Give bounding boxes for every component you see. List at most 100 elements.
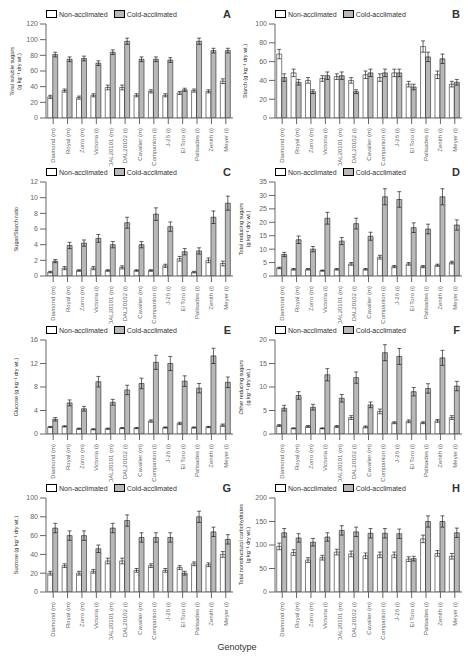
svg-text:Victoria (i): Victoria (i) bbox=[322, 286, 328, 313]
svg-text:J-26 (i): J-26 (i) bbox=[165, 286, 171, 305]
svg-text:100: 100 bbox=[26, 494, 38, 501]
svg-text:Cavalier (m): Cavalier (m) bbox=[137, 444, 143, 477]
svg-text:Royal (m): Royal (m) bbox=[65, 128, 71, 154]
svg-text:El Toro (i): El Toro (i) bbox=[409, 602, 415, 628]
svg-text:J-26 (i): J-26 (i) bbox=[394, 444, 400, 463]
svg-text:DAL20101 (m): DAL20101 (m) bbox=[337, 286, 343, 324]
svg-text:Victoria (i): Victoria (i) bbox=[322, 602, 328, 629]
svg-text:15: 15 bbox=[259, 360, 267, 367]
svg-text:35: 35 bbox=[259, 178, 267, 185]
svg-text:Palisades (i): Palisades (i) bbox=[423, 128, 429, 161]
svg-text:Zorro (m): Zorro (m) bbox=[79, 602, 85, 627]
svg-text:120: 120 bbox=[26, 20, 38, 27]
svg-text:80: 80 bbox=[259, 39, 267, 46]
svg-text:4: 4 bbox=[34, 407, 38, 414]
svg-text:Companion (i): Companion (i) bbox=[380, 444, 386, 482]
svg-text:0: 0 bbox=[263, 114, 267, 121]
svg-text:40: 40 bbox=[259, 77, 267, 84]
svg-text:DAL20101 (m): DAL20101 (m) bbox=[108, 286, 114, 324]
svg-text:Meyer (i): Meyer (i) bbox=[223, 602, 229, 626]
svg-text:0: 0 bbox=[34, 588, 38, 595]
svg-text:El Toro (i): El Toro (i) bbox=[180, 602, 186, 628]
svg-text:Zenith (i): Zenith (i) bbox=[437, 128, 443, 152]
svg-text:Diamond (m): Diamond (m) bbox=[279, 602, 285, 637]
svg-text:J-26 (i): J-26 (i) bbox=[165, 128, 171, 147]
svg-text:60: 60 bbox=[30, 532, 38, 539]
svg-text:DAL20101 (m): DAL20101 (m) bbox=[108, 128, 114, 166]
svg-text:20: 20 bbox=[259, 336, 267, 343]
svg-text:J-26 (i): J-26 (i) bbox=[394, 128, 400, 147]
svg-text:20: 20 bbox=[259, 219, 267, 226]
svg-text:60: 60 bbox=[30, 67, 38, 74]
svg-text:10: 10 bbox=[259, 383, 267, 390]
svg-text:Cavalier (m): Cavalier (m) bbox=[137, 602, 143, 635]
svg-text:J-26 (i): J-26 (i) bbox=[165, 444, 171, 463]
svg-text:El Toro (i): El Toro (i) bbox=[180, 444, 186, 470]
svg-text:Zorro (m): Zorro (m) bbox=[79, 286, 85, 311]
svg-text:Companion (i): Companion (i) bbox=[380, 286, 386, 324]
svg-text:Cavalier (m): Cavalier (m) bbox=[366, 128, 372, 161]
svg-text:150: 150 bbox=[255, 518, 267, 525]
svg-text:Victoria (i): Victoria (i) bbox=[93, 602, 99, 629]
svg-text:Zorro (m): Zorro (m) bbox=[308, 444, 314, 469]
svg-text:J-26 (i): J-26 (i) bbox=[165, 602, 171, 621]
svg-text:Cavalier (m): Cavalier (m) bbox=[137, 286, 143, 319]
svg-text:Zenith (i): Zenith (i) bbox=[208, 444, 214, 468]
svg-text:100: 100 bbox=[255, 20, 267, 27]
svg-text:0: 0 bbox=[34, 430, 38, 437]
svg-text:Cavalier (m): Cavalier (m) bbox=[366, 286, 372, 319]
svg-text:DAL20102 (i): DAL20102 (i) bbox=[122, 286, 128, 321]
svg-text:0: 0 bbox=[263, 430, 267, 437]
svg-text:Meyer (i): Meyer (i) bbox=[452, 444, 458, 468]
svg-text:4: 4 bbox=[34, 241, 38, 248]
svg-text:Victoria (i): Victoria (i) bbox=[322, 444, 328, 471]
svg-text:Royal (m): Royal (m) bbox=[294, 128, 300, 154]
svg-text:0: 0 bbox=[263, 272, 267, 279]
svg-text:Meyer (i): Meyer (i) bbox=[223, 444, 229, 468]
svg-text:J-26 (i): J-26 (i) bbox=[394, 286, 400, 305]
svg-text:Diamond (m): Diamond (m) bbox=[50, 444, 56, 479]
svg-text:Diamond (m): Diamond (m) bbox=[50, 286, 56, 321]
svg-text:100: 100 bbox=[255, 541, 267, 548]
svg-text:8: 8 bbox=[34, 210, 38, 217]
svg-text:Zenith (i): Zenith (i) bbox=[437, 444, 443, 468]
svg-text:Victoria (i): Victoria (i) bbox=[93, 286, 99, 313]
svg-text:DAL20102 (i): DAL20102 (i) bbox=[351, 286, 357, 321]
svg-text:10: 10 bbox=[30, 194, 38, 201]
svg-text:50: 50 bbox=[259, 565, 267, 572]
svg-text:Companion (i): Companion (i) bbox=[151, 444, 157, 482]
svg-text:30: 30 bbox=[259, 192, 267, 199]
svg-text:Royal (m): Royal (m) bbox=[65, 444, 71, 470]
svg-text:200: 200 bbox=[255, 494, 267, 501]
svg-text:Cavalier (m): Cavalier (m) bbox=[137, 128, 143, 161]
svg-text:Palisades (i): Palisades (i) bbox=[194, 128, 200, 161]
svg-text:Victoria (i): Victoria (i) bbox=[93, 128, 99, 155]
svg-text:Palisades (i): Palisades (i) bbox=[194, 444, 200, 477]
svg-text:100: 100 bbox=[26, 36, 38, 43]
svg-text:80: 80 bbox=[30, 513, 38, 520]
svg-text:Palisades (i): Palisades (i) bbox=[194, 286, 200, 319]
svg-text:Royal (m): Royal (m) bbox=[65, 602, 71, 628]
svg-text:12: 12 bbox=[30, 360, 38, 367]
svg-text:16: 16 bbox=[30, 336, 38, 343]
svg-text:40: 40 bbox=[30, 83, 38, 90]
svg-text:Royal (m): Royal (m) bbox=[294, 602, 300, 628]
svg-text:Zenith (i): Zenith (i) bbox=[208, 602, 214, 626]
svg-text:Victoria (i): Victoria (i) bbox=[322, 128, 328, 155]
svg-text:20: 20 bbox=[259, 96, 267, 103]
svg-text:Companion (i): Companion (i) bbox=[380, 128, 386, 166]
svg-text:Diamond (m): Diamond (m) bbox=[279, 444, 285, 479]
svg-text:Meyer (i): Meyer (i) bbox=[223, 128, 229, 152]
svg-text:Diamond (m): Diamond (m) bbox=[50, 602, 56, 637]
svg-text:Zenith (i): Zenith (i) bbox=[208, 286, 214, 310]
svg-text:El Toro (i): El Toro (i) bbox=[180, 286, 186, 312]
svg-text:Meyer (i): Meyer (i) bbox=[223, 286, 229, 310]
svg-text:Palisades (i): Palisades (i) bbox=[423, 286, 429, 319]
svg-text:Victoria (i): Victoria (i) bbox=[93, 444, 99, 471]
svg-text:Palisades (i): Palisades (i) bbox=[194, 602, 200, 635]
svg-text:DAL20101 (m): DAL20101 (m) bbox=[108, 602, 114, 640]
svg-text:Companion (i): Companion (i) bbox=[151, 602, 157, 640]
svg-text:Zenith (i): Zenith (i) bbox=[437, 286, 443, 310]
svg-text:10: 10 bbox=[259, 246, 267, 253]
svg-text:25: 25 bbox=[259, 205, 267, 212]
